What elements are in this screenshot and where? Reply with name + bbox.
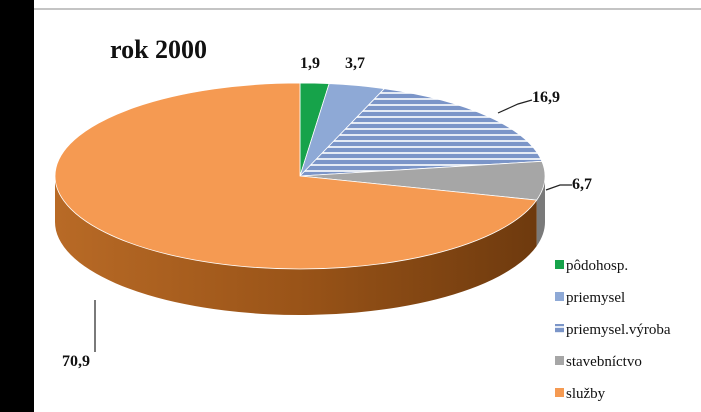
pie-slice-priemysel-vyroba <box>298 88 543 177</box>
pie-side-stavebnictvo <box>536 176 545 247</box>
legend-label-stavebnictvo: stavebníctvo <box>566 354 642 370</box>
pie-side-sluzby <box>55 176 537 315</box>
value-label-podohosp: 1,9 <box>300 55 320 72</box>
legend-swatch-stavebnictvo <box>555 356 564 365</box>
legend: pôdohosp. priemysel priemysel.výroba sta… <box>555 258 671 402</box>
legend-label-podohosp: pôdohosp. <box>566 258 628 274</box>
leader-line-stavebnictvo <box>545 184 572 191</box>
pie-slice-sluzby <box>54 82 538 270</box>
legend-label-priemysel-vyroba: priemysel.výroba <box>566 322 671 338</box>
pie-group <box>54 82 546 315</box>
legend-swatch-sluzby <box>555 388 564 397</box>
legend-label-priemysel: priemysel <box>566 290 625 306</box>
chart-title: rok 2000 <box>110 35 207 64</box>
leader-line-priemysel-vyroba <box>497 99 533 114</box>
value-label-sluzby: 70,9 <box>62 353 90 370</box>
legend-swatch-priemysel <box>555 292 564 301</box>
legend-label-sluzby: služby <box>566 386 606 402</box>
legend-swatch-podohosp <box>555 260 564 269</box>
legend-swatch-priemysel-vyroba <box>555 324 564 333</box>
value-label-priemysel: 3,7 <box>345 55 365 72</box>
value-label-stavebnictvo: 6,7 <box>572 176 592 193</box>
value-label-priemysel-vyroba: 16,9 <box>532 89 560 106</box>
left-border <box>0 0 34 412</box>
